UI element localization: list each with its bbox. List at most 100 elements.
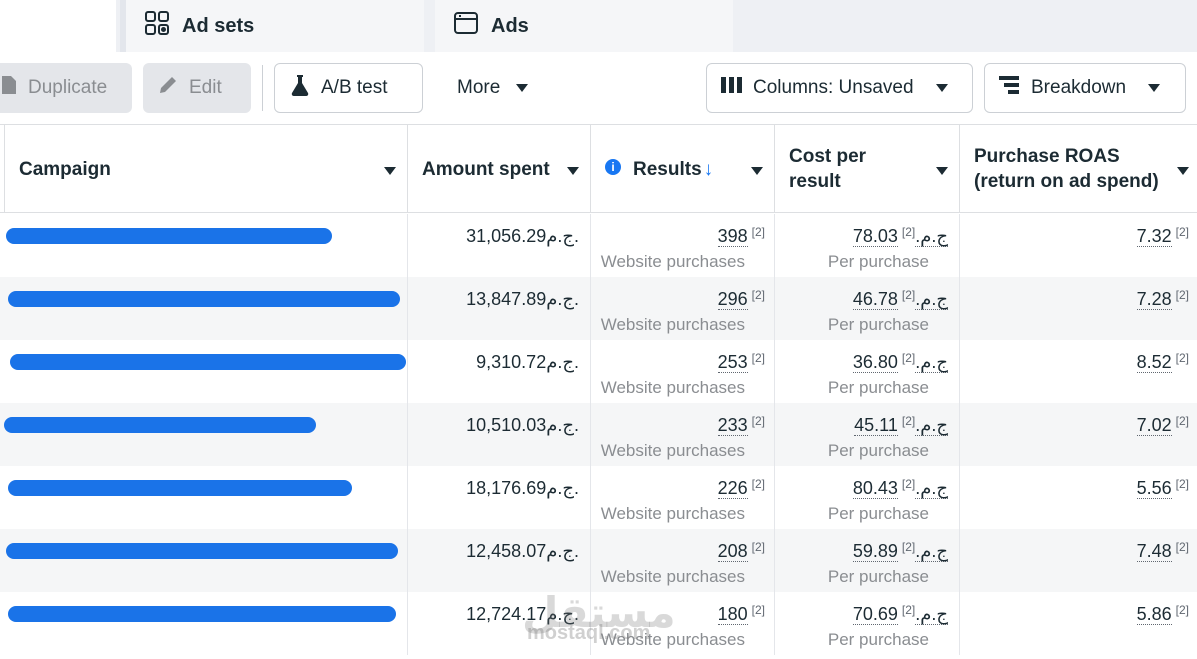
redacted-campaign-name[interactable] [6, 228, 332, 244]
breakdown-button[interactable]: Breakdown [984, 63, 1186, 113]
purchase-roas-cell: 7.02 [2] [959, 403, 1197, 466]
cost-per-result-value[interactable]: 45.11 ج.م.[2] [854, 414, 948, 436]
purchase-roas-value[interactable]: 8.52 [2] [1136, 351, 1189, 373]
chevron-down-icon[interactable] [1177, 167, 1189, 175]
results-value[interactable]: 253 [2] [717, 351, 765, 373]
results-value[interactable]: 233 [2] [717, 414, 765, 436]
redacted-campaign-name[interactable] [8, 606, 396, 622]
watermark-arabic: مستقل [522, 589, 676, 636]
purchase-roas-cell: 7.32 [2] [959, 214, 1197, 277]
campaign-cell[interactable] [4, 466, 408, 529]
edit-button[interactable]: Edit [143, 63, 251, 113]
column-header-cost-per-result[interactable]: Cost per result [774, 125, 960, 213]
cost-per-result-subtitle: Per purchase [827, 378, 929, 397]
column-header-amount-spent-label: Amount spent [422, 158, 550, 180]
cost-per-result-subtitle: Per purchase [827, 252, 929, 271]
edit-label: Edit [189, 77, 222, 98]
info-icon[interactable]: i [605, 159, 621, 175]
results-value[interactable]: 296 [2] [717, 288, 765, 310]
table-row[interactable]: 12,458.07ج.م. 208 [2] Website purchases 5… [0, 529, 1197, 592]
flask-icon [289, 73, 311, 103]
toolbar: Duplicate Edit A/B test More Columns: Un… [0, 52, 1197, 124]
table-row[interactable]: 18,176.69ج.م. 226 [2] Website purchases 8… [0, 466, 1197, 529]
tab-ad-sets[interactable]: Ad sets [126, 0, 424, 52]
cost-per-result-value[interactable]: 70.69 ج.م.[2] [852, 603, 948, 625]
campaign-cell[interactable] [4, 529, 408, 592]
campaign-cell[interactable] [4, 340, 408, 403]
column-header-campaign[interactable]: Campaign [4, 125, 408, 213]
chevron-down-icon[interactable] [936, 167, 948, 175]
amount-spent-value: 9,310.72ج.م. [476, 352, 579, 372]
tab-ads[interactable]: Ads [435, 0, 733, 52]
table-row[interactable]: 9,310.72ج.م. 253 [2] Website purchases 36… [0, 340, 1197, 403]
column-header-amount-spent[interactable]: Amount spent [407, 125, 591, 213]
purchase-roas-value[interactable]: 5.56 [2] [1136, 477, 1189, 499]
amount-spent-value: 12,458.07ج.م. [466, 541, 579, 561]
columns-button[interactable]: Columns: Unsaved [706, 63, 973, 113]
table-row[interactable]: 13,847.89ج.م. 296 [2] Website purchases 4… [0, 277, 1197, 340]
results-value[interactable]: 208 [2] [717, 540, 765, 562]
results-value[interactable]: 226 [2] [717, 477, 765, 499]
cost-per-result-subtitle: Per purchase [827, 567, 929, 586]
cost-per-result-subtitle: Per purchase [827, 441, 929, 460]
purchase-roas-cell: 5.56 [2] [959, 466, 1197, 529]
ab-test-label: A/B test [321, 77, 388, 98]
redacted-campaign-name[interactable] [8, 480, 352, 496]
table-row[interactable]: 10,510.03ج.م. 233 [2] Website purchases 4… [0, 403, 1197, 466]
results-value[interactable]: 180 [2] [717, 603, 765, 625]
column-header-results[interactable]: i Results ↓ [590, 125, 775, 213]
chevron-down-icon[interactable] [751, 167, 763, 175]
amount-spent-cell: 18,176.69ج.م. [407, 466, 591, 529]
cost-per-result-value[interactable]: 80.43 ج.م.[2] [852, 477, 948, 499]
duplicate-label: Duplicate [28, 77, 108, 98]
amount-spent-value: 10,510.03ج.م. [466, 415, 579, 435]
purchase-roas-value[interactable]: 7.48 [2] [1136, 540, 1189, 562]
tab-ad-sets-label: Ad sets [182, 14, 255, 37]
purchase-roas-value[interactable]: 5.86 [2] [1136, 603, 1189, 625]
campaign-cell[interactable] [4, 403, 408, 466]
sort-down-arrow-icon[interactable]: ↓ [703, 158, 714, 180]
table-header: Campaign Amount spent i Results ↓ Cost p… [0, 125, 1197, 213]
results-value[interactable]: 398 [2] [717, 225, 765, 247]
cost-per-result-value[interactable]: 36.80 ج.م.[2] [852, 351, 948, 373]
purchase-roas-value[interactable]: 7.28 [2] [1136, 288, 1189, 310]
cost-per-result-cell: 70.69 ج.م.[2] Per purchase [774, 592, 960, 655]
more-button[interactable]: More [443, 63, 553, 113]
cost-per-result-subtitle: Per purchase [827, 504, 929, 523]
purchase-roas-value[interactable]: 7.02 [2] [1136, 414, 1189, 436]
chevron-down-icon [1148, 84, 1161, 92]
campaign-cell[interactable] [4, 592, 408, 655]
tab-ads-label: Ads [491, 14, 529, 37]
redacted-campaign-name[interactable] [4, 417, 316, 433]
amount-spent-cell: 13,847.89ج.م. [407, 277, 591, 340]
table-row[interactable]: 12,724.17ج.م. 180 [2] Website purchases 7… [0, 592, 1197, 655]
purchase-roas-value[interactable]: 7.32 [2] [1136, 225, 1189, 247]
tab-divider [120, 0, 126, 52]
cost-per-result-subtitle: Per purchase [827, 315, 929, 334]
amount-spent-cell: 12,458.07ج.م. [407, 529, 591, 592]
tab-strip-left-gap [0, 0, 116, 52]
cost-per-result-value[interactable]: 78.03 ج.م.[2] [852, 225, 948, 247]
purchase-roas-cell: 5.86 [2] [959, 592, 1197, 655]
campaign-cell[interactable] [4, 277, 408, 340]
chevron-down-icon[interactable] [384, 167, 396, 175]
chevron-down-icon [935, 84, 948, 92]
duplicate-button[interactable]: Duplicate [0, 63, 132, 113]
campaign-cell[interactable] [4, 214, 408, 277]
redacted-campaign-name[interactable] [8, 291, 400, 307]
chevron-down-icon[interactable] [567, 167, 579, 175]
redacted-campaign-name[interactable] [6, 543, 398, 559]
purchase-roas-cell: 8.52 [2] [959, 340, 1197, 403]
amount-spent-value: 12,724.17ج.م. [466, 604, 579, 624]
column-header-purchase-roas[interactable]: Purchase ROAS (return on ad spend) [959, 125, 1197, 213]
breakdown-label: Breakdown [1031, 77, 1127, 98]
cost-per-result-value[interactable]: 46.78 ج.م.[2] [852, 288, 948, 310]
table-row[interactable]: 31,056.29ج.م. 398 [2] Website purchases 7… [0, 214, 1197, 277]
results-cell: 226 [2] Website purchases [590, 466, 775, 529]
ab-test-button[interactable]: A/B test [274, 63, 423, 113]
amount-spent-cell: 10,510.03ج.م. [407, 403, 591, 466]
redacted-campaign-name[interactable] [10, 354, 406, 370]
tab-strip: Ad sets Ads [0, 0, 1197, 52]
column-header-campaign-label: Campaign [19, 158, 111, 180]
cost-per-result-value[interactable]: 59.89 ج.م.[2] [852, 540, 948, 562]
